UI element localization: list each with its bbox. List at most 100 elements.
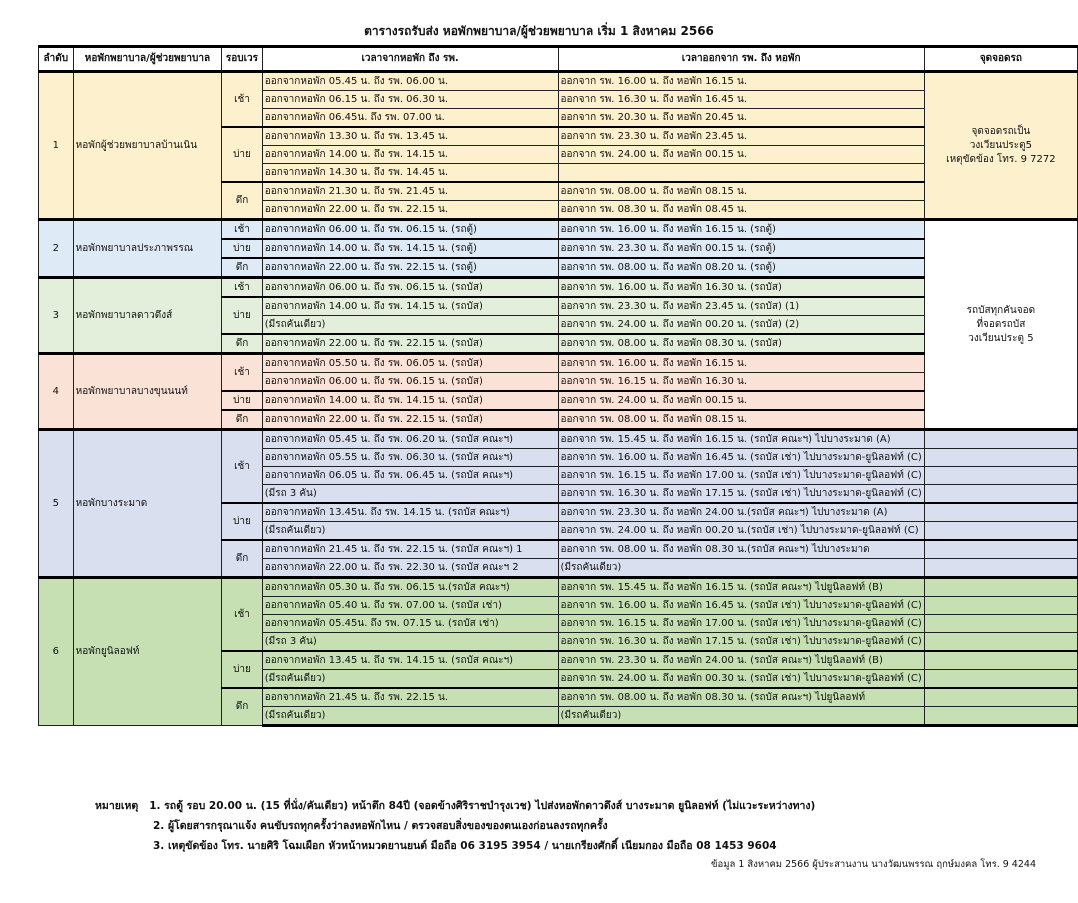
parking-empty-cell (923, 428, 1078, 449)
departure-hospital-cell: ออกจาก รพ. 24.00 น. ถึง หอพัก 00.20 น.(ร… (557, 521, 925, 541)
departure-dorm-cell: ออกจากหอพัก 06.45น. ถึง รพ. 07.00 น. (261, 108, 559, 128)
departure-hospital-cell: ออกจาก รพ. 16.00 น. ถึง หอพัก 16.45 น. (… (557, 448, 925, 467)
dorm-name: หอพักยูนิลอฟท์ (72, 576, 223, 726)
departure-dorm-cell: (มีรถ 3 คัน) (261, 632, 559, 652)
table-row: ออกจากหอพัก 05.45น. ถึง รพ. 07.15 น. (รถ… (39, 614, 1078, 633)
departure-hospital-cell: ออกจาก รพ. 24.00 น. ถึง หอพัก 00.20 น. (… (557, 315, 925, 335)
shift-afternoon: บ่าย (221, 296, 263, 335)
shift-afternoon: บ่าย (221, 238, 263, 259)
dorm-name: หอพักพยาบาลประภาพรรณ (72, 218, 223, 278)
departure-dorm-cell: ออกจากหอพัก 22.00 น. ถึง รพ. 22.15 น. (261, 200, 559, 220)
table-row: (มีรถ 3 คัน) ออกจาก รพ. 16.30 น. ถึง หอพั… (39, 484, 1078, 504)
parking-empty-cell (923, 539, 1078, 559)
table-row: บ่าย ออกจากหอพัก 14.00 น. ถึง รพ. 14.15 น… (39, 296, 1078, 335)
table-row: ออกจากหอพัก 14.30 น. ถึง รพ. 14.45 น. (39, 163, 1078, 183)
dorm-number: 3 (38, 276, 74, 354)
departure-dorm-cell: (มีรถคันเดียว) (261, 706, 559, 727)
departure-hospital-cell: ออกจาก รพ. 08.00 น. ถึง หอพัก 08.20 น. (… (557, 257, 925, 278)
parking-line: เหตุขัดข้อง โทร. 9 7272 (946, 153, 1056, 165)
departure-dorm-cell: ออกจากหอพัก 06.00 น. ถึง รพ. 06.15 น. (ร… (261, 372, 559, 392)
dorm-name: หอพักพยาบาลดาวดึงส์ (72, 276, 223, 354)
table-row: ออกจากหอพัก 06.05 น. ถึง รพ. 06.45 น. (ร… (39, 466, 1078, 485)
table-row: 4 หอพักพยาบาลบางขุนนนท์ เช้า ออกจากหอพัก 05… (38, 352, 1078, 430)
departure-hospital-cell: ออกจาก รพ. 15.45 น. ถึง หอพัก 16.15 น. (… (557, 576, 925, 597)
table-row: ดึก ออกจากหอพัก 22.00 น. ถึง รพ. 22.15 น.… (39, 409, 1078, 430)
dorm-number: 6 (38, 576, 74, 726)
parking-empty-cell (923, 521, 1078, 541)
departure-dorm-cell: ออกจากหอพัก 22.00 น. ถึง รพ. 22.15 น. (ร… (261, 333, 559, 354)
departure-hospital-cell: ออกจาก รพ. 23.30 น. ถึง หอพัก 23.45 น. (557, 126, 925, 146)
departure-hospital-cell: ออกจาก รพ. 16.15 น. ถึง หอพัก 16.30 น. (557, 372, 925, 392)
departure-dorm-cell: ออกจากหอพัก 22.00 น. ถึง รพ. 22.15 น. (ร… (261, 257, 559, 278)
header-parking: จุดจอดรถ (923, 45, 1078, 73)
shift-afternoon: บ่าย (221, 650, 263, 689)
shift-night: ดึก (221, 687, 263, 726)
departure-dorm-cell: (มีรถคันเดียว) (261, 315, 559, 335)
departure-hospital-cell: ออกจาก รพ. 08.00 น. ถึง หอพัก 08.30 น. (… (557, 333, 925, 354)
table-row: ออกจากหอพัก 06.00 น. ถึง รพ. 06.15 น. (ร… (39, 372, 1078, 392)
table-row: บ่าย ออกจากหอพัก 14.00 น. ถึง รพ. 14.15 น… (39, 238, 1078, 259)
table-row: 2 หอพักพยาบาลประภาพรรณ เช้าออกจากหอพัก 06.… (38, 218, 1078, 430)
departure-hospital-cell: ออกจาก รพ. 16.30 น. ถึง หอพัก 17.15 น. (… (557, 632, 925, 652)
dorm-number: 2 (38, 218, 74, 278)
parking-line: วงเวียนประตู5 (969, 139, 1032, 151)
parking-empty-cell (923, 576, 1078, 597)
departure-hospital-cell: (มีรถคันเดียว) (557, 558, 925, 578)
dorm-name: หอพักผู้ช่วยพยาบาลบ้านเนิน (72, 70, 223, 220)
parking-empty-cell (923, 558, 1078, 578)
dorm-name: หอพักพยาบาลบางขุนนนท์ (72, 352, 223, 430)
dorm-number: 5 (38, 428, 74, 578)
departure-dorm-cell: ออกจากหอพัก 22.00 น. ถึง รพ. 22.15 น. (ร… (261, 409, 559, 430)
shift-afternoon: บ่าย (221, 502, 263, 541)
parking-empty-cell (923, 632, 1078, 652)
table-row: 6 หอพักยูนิลอฟท์ เช้า ออกจากหอพัก 05.30 น. … (38, 576, 1078, 726)
departure-hospital-cell (557, 163, 925, 183)
parking-empty-cell (923, 466, 1078, 485)
departure-dorm-cell: ออกจากหอพัก 14.30 น. ถึง รพ. 14.45 น. (261, 163, 559, 183)
departure-dorm-cell: ออกจากหอพัก 06.00 น. ถึง รพ. 06.15 น. (ร… (261, 218, 559, 240)
departure-hospital-cell: ออกจาก รพ. 16.00 น. ถึง หอพัก 16.30 น. (… (557, 276, 925, 298)
departure-dorm-cell: ออกจากหอพัก 05.50 น. ถึง รพ. 06.05 น. (ร… (261, 352, 559, 373)
schedule-body: 1 หอพักผู้ช่วยพยาบาลบ้านเนิน เช้า ออกจากหอพ… (38, 70, 1078, 727)
departure-hospital-cell: ออกจาก รพ. 15.45 น. ถึง หอพัก 16.15 น. (… (557, 428, 925, 449)
shift-night: ดึก (221, 539, 263, 578)
table-row: 1 หอพักผู้ช่วยพยาบาลบ้านเนิน เช้า ออกจากหอพ… (38, 70, 1078, 220)
table-row: (มีรถคันเดียว) ออกจาก รพ. 24.00 น. ถึง หอ… (39, 669, 1078, 689)
parking-line: จุดจอดรถเป็น (971, 125, 1031, 137)
departure-hospital-cell: ออกจาก รพ. 23.30 น. ถึง หอพัก 00.15 น. (… (557, 238, 925, 259)
departure-dorm-cell: (มีรถคันเดียว) (261, 669, 559, 689)
departure-hospital-cell: ออกจาก รพ. 08.30 น. ถึง หอพัก 08.45 น. (557, 200, 925, 220)
table-row: ออกจากหอพัก 22.00 น. ถึง รพ. 22.15 น. ออก… (39, 200, 1078, 220)
table-row: (มีรถคันเดียว) (มีรถคันเดียว) (39, 706, 1078, 727)
departure-hospital-cell: ออกจาก รพ. 24.00 น. ถึง หอพัก 00.15 น. (557, 390, 925, 411)
departure-hospital-cell: ออกจาก รพ. 08.00 น. ถึง หอพัก 08.30 น. (… (557, 687, 925, 707)
departure-dorm-cell: ออกจากหอพัก 22.00 น. ถึง รพ. 22.30 น. (ร… (261, 558, 559, 578)
parking-empty-cell (923, 614, 1078, 633)
parking-info-bus: รถบัสทุกคันจอด ที่จอดรถบัส วงเวียนประตู 5 (923, 218, 1078, 430)
departure-hospital-cell: ออกจาก รพ. 16.30 น. ถึง หอพัก 17.15 น. (… (557, 484, 925, 504)
page-title: ตารางรถรับส่ง หอพักพยาบาล/ผู้ช่วยพยาบาล … (364, 24, 714, 38)
notes: หมายเหตุ 1. รถตู้ รอบ 20.00 น. (15 ที่นั… (95, 796, 815, 856)
departure-hospital-cell: ออกจาก รพ. 08.00 น. ถึง หอพัก 08.15 น. (557, 409, 925, 430)
departure-dorm-cell: ออกจากหอพัก 05.40 น. ถึง รพ. 07.00 น. (ร… (261, 596, 559, 615)
header-from-hospital: เวลาออกจาก รพ. ถึง หอพัก (557, 45, 925, 73)
note-2: 2. ผู้โดยสารกรุณาแจ้ง คนขับรถทุกครั้งว่า… (153, 820, 608, 832)
departure-hospital-cell: ออกจาก รพ. 08.00 น. ถึง หอพัก 08.30 น.(ร… (557, 539, 925, 559)
header-no: ลำดับ (38, 45, 74, 73)
departure-hospital-cell: ออกจาก รพ. 23.30 น. ถึง หอพัก 24.00 น.(ร… (557, 502, 925, 522)
departure-hospital-cell: ออกจาก รพ. 08.00 น. ถึง หอพัก 08.15 น. (557, 181, 925, 201)
table-row: ออกจากหอพัก 14.00 น. ถึง รพ. 14.15 น. ออก… (39, 145, 1078, 164)
shift-morning: เช้า (221, 70, 263, 128)
shift-morning: เช้า (221, 276, 263, 298)
schedule-table: ลำดับ หอพักพยาบาล/ผู้ช่วยพยาบาล รอบเวร เ… (38, 45, 1078, 727)
departure-dorm-cell: (มีรถ 3 คัน) (261, 484, 559, 504)
shift-night: ดึก (221, 333, 263, 354)
parking-empty-cell (923, 596, 1078, 615)
departure-hospital-cell: ออกจาก รพ. 16.15 น. ถึง หอพัก 17.00 น. (… (557, 466, 925, 485)
parking-line: ที่จอดรถบัส (976, 318, 1026, 330)
table-row: 3 หอพักพยาบาลดาวดึงส์ เช้า ออกจากหอพัก 06.0… (38, 276, 1078, 354)
footer-info: ข้อมูล 1 สิงหาคม 2566 ผู้ประสานงาน นางวั… (711, 859, 1036, 870)
shift-night: ดึก (221, 409, 263, 430)
shift-afternoon: บ่าย (221, 126, 263, 183)
departure-dorm-cell: ออกจากหอพัก 21.45 น. ถึง รพ. 22.15 น. (ร… (261, 539, 559, 559)
